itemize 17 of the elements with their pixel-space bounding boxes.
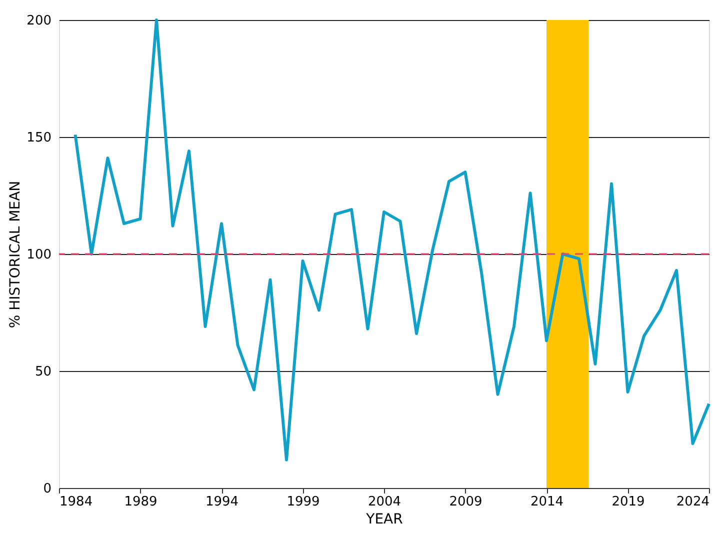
x-tick-label: 1994	[205, 494, 239, 510]
x-tick-label: 2009	[449, 494, 482, 510]
y-tick-label: 150	[26, 130, 52, 146]
y-tick-label: 200	[26, 14, 52, 28]
x-tick-label: 1984	[60, 494, 93, 510]
x-tick-label: 2014	[530, 494, 564, 510]
y-tick-label: 100	[26, 248, 52, 262]
x-axis-title: YEAR	[365, 512, 404, 528]
x-tick-label: 2019	[612, 494, 645, 510]
x-tick-label: 1989	[124, 494, 158, 510]
y-tick-label: 0	[43, 482, 52, 496]
x-tick-label: 2024	[676, 494, 710, 510]
line-series	[74, 18, 710, 462]
x-tick-label: 2004	[368, 494, 402, 510]
y-tick-label: 50	[34, 364, 52, 380]
y-axis-title: % HISTORICAL MEAN	[8, 180, 24, 328]
x-tick-label: 1999	[286, 494, 320, 510]
